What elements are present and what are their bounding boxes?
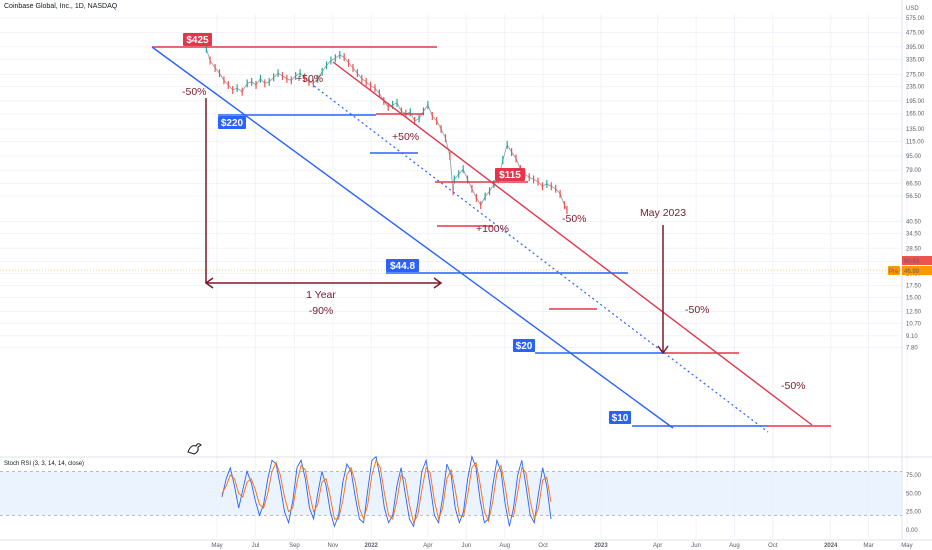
lower-channel-line	[151, 46, 674, 429]
price-tick-label: 135.00	[906, 127, 925, 133]
may-2023-label: May 2023	[640, 207, 686, 219]
price-115-box	[495, 168, 525, 181]
price-220-box	[218, 116, 246, 129]
time-tick-label: Nov	[327, 543, 338, 549]
time-tick-label: Apr	[653, 543, 662, 549]
time-tick-label: Aug	[499, 543, 510, 549]
rsi-tick-label: 25.00	[906, 510, 922, 516]
price-tick-label: 165.00	[906, 112, 925, 118]
ninety-pct-label: -90%	[309, 305, 334, 317]
price-tick-label: 395.00	[906, 45, 925, 51]
mid-channel-line	[313, 85, 769, 433]
price-20-label: $20	[516, 341, 533, 352]
price-tick-label: 475.00	[906, 31, 925, 37]
pct-label-6: -50%	[685, 304, 710, 316]
time-tick-label: May	[211, 543, 222, 549]
rsi-k-line	[221, 455, 552, 528]
price-tick-label: 12.50	[906, 309, 922, 315]
price-tick-label: 28.50	[906, 246, 922, 252]
price-tick-label: 10.70	[906, 321, 922, 327]
pct-label-2: +50%	[296, 73, 323, 85]
price-tick-label: 195.00	[906, 99, 925, 105]
price-tick-label: 9.10	[906, 334, 918, 340]
upper-channel-line	[332, 61, 813, 426]
price-tick-label: 66.50	[906, 181, 922, 187]
price-tick-label: 17.50	[906, 284, 922, 290]
price-tick-label: 40.50	[906, 219, 922, 225]
price-10-label: $10	[612, 413, 629, 424]
pre-label: Pre	[889, 269, 899, 275]
one-year-label: 1 Year	[306, 289, 336, 301]
chart-header: Coinbase Global, Inc., 1D, NASDAQ	[4, 3, 118, 10]
price-tick-label: 7.80	[906, 346, 918, 352]
time-tick-label: Jun	[691, 543, 701, 549]
rsi-band	[0, 471, 902, 516]
premarket-price-badge	[902, 266, 932, 275]
last-price-badge	[902, 256, 932, 265]
rsi-d-line	[221, 459, 552, 524]
pct-label-3: +50%	[392, 131, 419, 143]
price-tick-label: 95.00	[906, 154, 922, 160]
last-price-label: 50.83	[904, 259, 920, 265]
currency-label: USD	[906, 6, 919, 12]
price-10-box	[609, 411, 631, 424]
time-tick-label: 2024	[824, 543, 838, 549]
price-tick-label: 115.00	[906, 139, 925, 145]
rsi-tick-label: 50.00	[906, 491, 922, 497]
time-tick-label: 2023	[594, 543, 608, 549]
price-tick-label: 335.00	[906, 57, 925, 63]
tradingview-logo-icon	[187, 443, 202, 455]
price-tick-label: 575.00	[906, 16, 925, 22]
price-tick-label: 15.00	[906, 296, 922, 302]
time-tick-label: 2022	[365, 543, 379, 549]
price-20-box	[513, 339, 535, 352]
price-tick-label: 56.50	[906, 194, 922, 200]
time-tick-label: Sep	[289, 543, 300, 549]
time-tick-label: Apr	[423, 543, 432, 549]
time-tick-label: Aug	[729, 543, 740, 549]
pct-label-5: -50%	[562, 213, 587, 225]
price-tick-label: 34.50	[906, 232, 922, 238]
time-tick-label: Jun	[461, 543, 471, 549]
may-2023-arrow-head	[657, 345, 669, 355]
price-tick-label: 79.00	[906, 168, 922, 174]
arrow-head-left	[204, 277, 214, 289]
price-tick-label: 235.00	[906, 85, 925, 91]
price-115-label: $115	[499, 170, 521, 181]
price-220-label: $220	[221, 118, 244, 129]
price-425-box	[183, 33, 212, 46]
time-tick-label: May	[901, 543, 912, 549]
time-tick-label: Mar	[863, 543, 873, 549]
price-44-8-box	[386, 259, 419, 272]
price-tick-label: 275.00	[906, 73, 925, 79]
pre-badge	[888, 266, 900, 275]
pct-label-7: -50%	[781, 380, 806, 392]
rsi-tick-label: 75.00	[906, 473, 922, 479]
stoch-rsi-title: Stoch RSI (3, 3, 14, 14, close)	[4, 461, 85, 467]
time-tick-label: Oct	[538, 543, 548, 549]
time-tick-label: Jul	[252, 543, 260, 549]
premarket-price-label: 46.99	[904, 269, 920, 275]
price-44-8-label: $44.8	[390, 261, 415, 272]
arrow-head-right	[433, 277, 443, 289]
time-tick-label: Oct	[768, 543, 778, 549]
pct-label-1: -50%	[182, 86, 207, 98]
rsi-tick-label: 0.00	[906, 528, 918, 534]
price-425-label: $425	[186, 35, 209, 46]
pct-label-4: +100%	[476, 223, 509, 235]
